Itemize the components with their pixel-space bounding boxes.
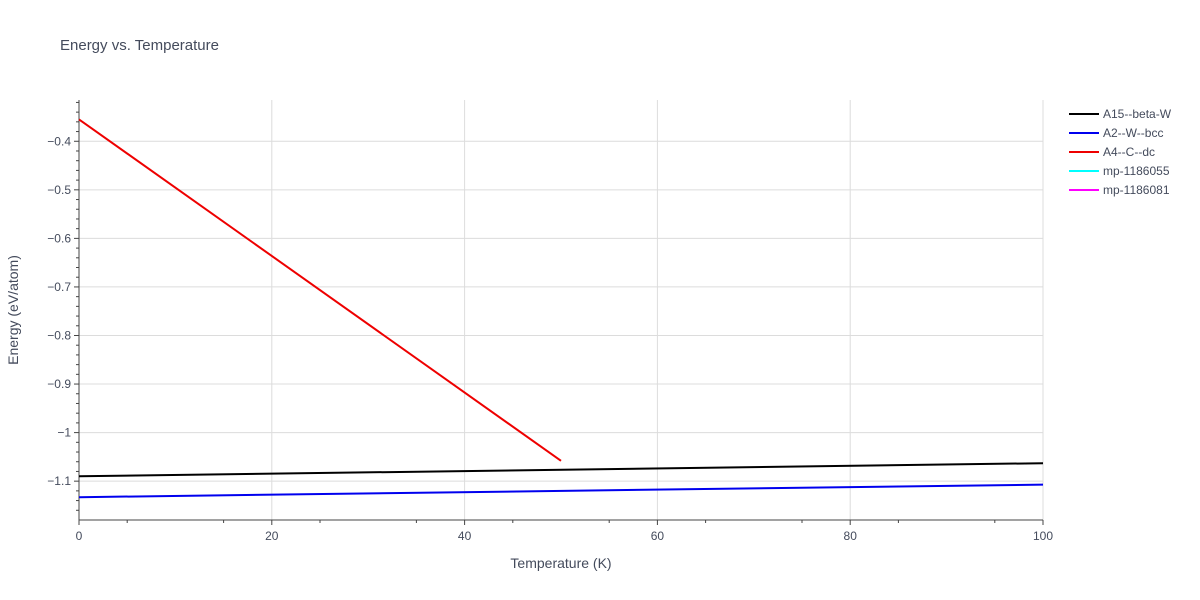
- legend-label[interactable]: A4--C--dc: [1103, 145, 1155, 159]
- y-tick-label: −0.8: [47, 328, 71, 342]
- series-line-A4--C--dc: [78, 118, 562, 462]
- gridlines: [79, 100, 1044, 520]
- series-line-A15--beta-W: [78, 462, 1044, 478]
- y-axis-title: Energy (eV/atom): [5, 255, 21, 365]
- legend: A15--beta-W A2--W--bcc A4--C--dc mp-1186055…: [1069, 107, 1172, 197]
- legend-label[interactable]: A2--W--bcc: [1103, 126, 1163, 140]
- y-tick-label: −0.9: [47, 377, 71, 391]
- y-tick-label: −0.4: [47, 134, 71, 148]
- y-tick-label: −1: [57, 426, 71, 440]
- legend-label[interactable]: mp-1186081: [1103, 183, 1170, 197]
- x-tick-label: 20: [265, 529, 279, 543]
- y-tick-label: −1.1: [47, 474, 71, 488]
- legend-label[interactable]: mp-1186055: [1103, 164, 1170, 178]
- ticks: 0 20 40 60 80 100 −0.4 −0.5 −0.6 −0.7 −0.8 −0.9 −1 −1…: [47, 101, 1053, 543]
- y-tick-label: −0.6: [47, 231, 71, 245]
- x-tick-label: 80: [844, 529, 858, 543]
- x-tick-label: 0: [76, 529, 83, 543]
- x-tick-label: 60: [651, 529, 665, 543]
- x-tick-label: 100: [1033, 529, 1053, 543]
- chart-title: Energy vs. Temperature: [60, 37, 219, 54]
- axes: [78, 100, 1043, 521]
- legend-label[interactable]: A15--beta-W: [1103, 107, 1172, 121]
- series-line-A2--W--bcc: [78, 483, 1044, 499]
- x-axis-title: Temperature (K): [510, 555, 611, 571]
- y-tick-label: −0.5: [47, 183, 71, 197]
- x-tick-label: 40: [458, 529, 472, 543]
- series-lines: [78, 118, 1044, 499]
- y-tick-label: −0.7: [47, 280, 71, 294]
